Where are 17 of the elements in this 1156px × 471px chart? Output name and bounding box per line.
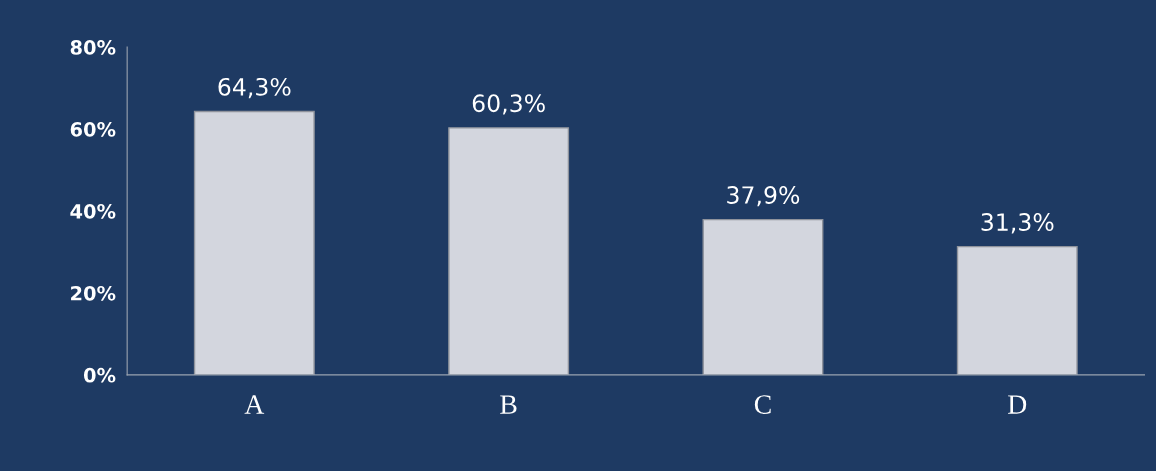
x-tick-label: A xyxy=(244,395,265,414)
bar xyxy=(448,127,570,375)
bar xyxy=(956,245,1078,375)
y-tick-label: 60% xyxy=(70,122,116,137)
x-tick-label: D xyxy=(1008,395,1027,414)
y-tick-label: 0% xyxy=(83,367,116,383)
bar xyxy=(702,218,824,375)
x-tick-label: C xyxy=(754,395,771,414)
bar xyxy=(193,110,315,375)
y-tick-label: 40% xyxy=(70,203,116,219)
data-label: 64,3% xyxy=(218,77,291,99)
x-tick-label: B xyxy=(500,395,517,414)
data-label: 60,3% xyxy=(472,94,545,115)
y-tick-label: 20% xyxy=(71,285,116,301)
data-label: 31,3% xyxy=(981,213,1054,234)
data-label: 37,9% xyxy=(727,186,800,207)
y-tick-label: 80% xyxy=(70,40,116,55)
